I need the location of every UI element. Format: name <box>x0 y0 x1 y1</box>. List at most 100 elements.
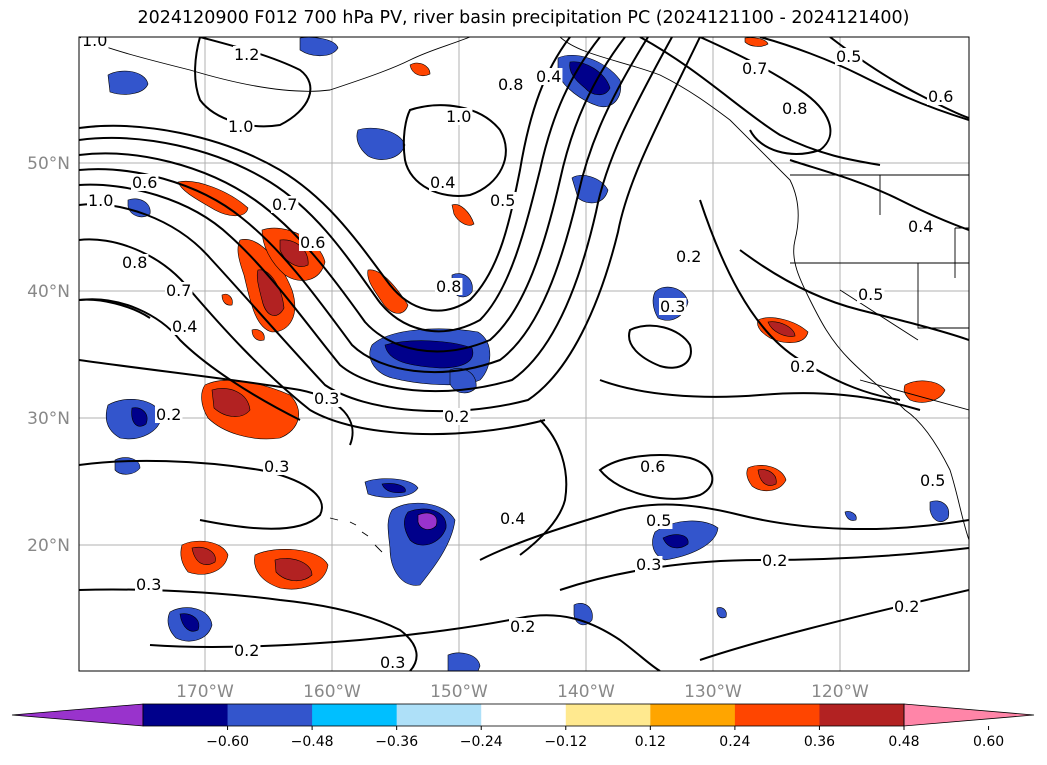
contour-label-backdrop <box>435 278 463 295</box>
colorbar-segment <box>143 704 229 726</box>
contour-label: 1.0 <box>228 117 253 136</box>
precip-blob-negative <box>844 511 857 521</box>
lat-label: 50°N <box>27 154 70 174</box>
colorbar-tick-label: 0.12 <box>635 734 666 750</box>
precip-blob-positive-core <box>274 558 313 581</box>
contour-label-backdrop <box>499 510 527 527</box>
contour-label-backdrop <box>379 654 407 671</box>
contour-label-backdrop <box>263 458 291 475</box>
contour-label-backdrop <box>313 390 341 407</box>
contour-label: 0.2 <box>676 247 701 266</box>
precip-blob-positive-core <box>757 469 777 486</box>
contour-label-backdrop <box>155 406 183 423</box>
contour-label-backdrop <box>893 598 921 615</box>
contour-label-backdrop <box>497 76 525 93</box>
contour-label: 0.6 <box>300 233 325 252</box>
contour-label-backdrop <box>645 512 673 529</box>
colorbar-tick-label: −0.60 <box>206 734 249 750</box>
precip-blob-negative-core <box>131 407 148 427</box>
colorbar-segment <box>396 704 482 726</box>
coastline-alaska <box>79 37 471 92</box>
precip-blob-positive <box>409 62 431 76</box>
contour-label: 0.3 <box>264 457 289 476</box>
contour-label-backdrop <box>907 218 935 235</box>
contour-label: 0.4 <box>500 509 525 528</box>
colorbar-tick-label: 0.48 <box>888 734 919 750</box>
precip-blob-positive <box>451 204 475 226</box>
contour-label-backdrop <box>233 642 261 659</box>
precip-blob-negative <box>929 500 950 522</box>
precip-blob-negative <box>716 607 727 619</box>
contour-label-backdrop <box>789 358 817 375</box>
colorbar-tick-label: −0.48 <box>291 734 334 750</box>
contour-label: 1.0 <box>88 191 113 210</box>
contour-label: 0.6 <box>928 87 953 106</box>
contour-label-backdrop <box>429 174 457 191</box>
contour-label: 0.6 <box>640 457 665 476</box>
contour-label: 0.3 <box>660 297 685 316</box>
latitude-labels: 50°N 40°N 30°N 20°N <box>27 154 70 556</box>
lat-label: 40°N <box>27 282 70 302</box>
contour-label-backdrop <box>135 576 163 593</box>
contour-label: 0.7 <box>166 281 191 300</box>
precip-blob-positive-core <box>191 547 216 565</box>
precip-blob-positive <box>367 269 409 314</box>
contour-label: 0.4 <box>430 173 455 192</box>
map-background <box>79 37 969 671</box>
precip-blob-positive-core <box>279 239 309 267</box>
lat-label: 30°N <box>27 409 70 429</box>
precip-blob-negative-core <box>662 534 689 549</box>
coastlines <box>79 37 969 553</box>
contour-label-backdrop <box>445 108 473 125</box>
colorbar-tick-label: −0.12 <box>544 734 587 750</box>
colorbar-segment <box>227 704 313 726</box>
contour-label: 0.2 <box>234 641 259 660</box>
precip-blobs <box>105 37 950 671</box>
contour-label: 0.4 <box>536 67 561 86</box>
contour-label-backdrop <box>165 282 193 299</box>
colorbar-extend-high <box>903 703 1035 727</box>
precip-blob-positive-core <box>256 269 285 316</box>
contour-label: 0.8 <box>436 277 461 296</box>
contour-label: 1.0 <box>446 107 471 126</box>
lat-label: 20°N <box>27 536 70 556</box>
contour-label: 0.3 <box>636 555 661 574</box>
contour-label: 0.2 <box>156 405 181 424</box>
contour-label: 0.7 <box>742 59 767 78</box>
contour-label: 0.5 <box>858 285 883 304</box>
contour-label: 1.0 <box>82 31 107 50</box>
lon-label: 120°W <box>811 682 869 702</box>
lon-label: 130°W <box>684 682 742 702</box>
colorbar-segment <box>734 704 820 726</box>
longitude-labels: 170°W 160°W 150°W 140°W 130°W 120°W <box>176 682 869 702</box>
contour-label: 0.5 <box>490 191 515 210</box>
precip-blob-positive <box>744 37 769 47</box>
contour-label-backdrop <box>171 318 199 335</box>
colorbar-segment <box>819 704 905 726</box>
contour-label: 0.6 <box>132 173 157 192</box>
precip-blob-negative <box>447 652 481 671</box>
contour-label: 0.4 <box>172 317 197 336</box>
contour-label-backdrop <box>509 618 537 635</box>
contour-label-backdrop <box>121 254 149 271</box>
colorbar-tick-label: 0.36 <box>804 734 835 750</box>
contour-label: 0.5 <box>646 511 671 530</box>
colorbar: −0.60 −0.48 −0.36 −0.24 −0.12 0.12 0.24 0.36 0.4… <box>11 703 1035 750</box>
contour-label-backdrop <box>781 100 809 117</box>
contour-label: 0.3 <box>380 653 405 672</box>
precip-blob-negative-core <box>179 613 200 632</box>
contour-label-backdrop <box>639 458 667 475</box>
contour-label-backdrop <box>87 192 115 209</box>
map-title: 2024120900 F012 700 hPa PV, river basin … <box>137 8 910 28</box>
precip-blob-negative <box>356 127 406 160</box>
contour-label-backdrop <box>299 234 327 251</box>
contour-label: 0.5 <box>836 47 861 66</box>
precip-blob-positive-core <box>211 388 251 417</box>
colorbar-tick-label: 0.60 <box>973 734 1004 750</box>
contour-label: 0.2 <box>510 617 535 636</box>
colorbar-tick-label: −0.24 <box>460 734 503 750</box>
precip-blob-negative-purple <box>417 512 438 530</box>
contour-label-backdrop <box>81 37 109 49</box>
contour-label-backdrop <box>489 192 517 209</box>
